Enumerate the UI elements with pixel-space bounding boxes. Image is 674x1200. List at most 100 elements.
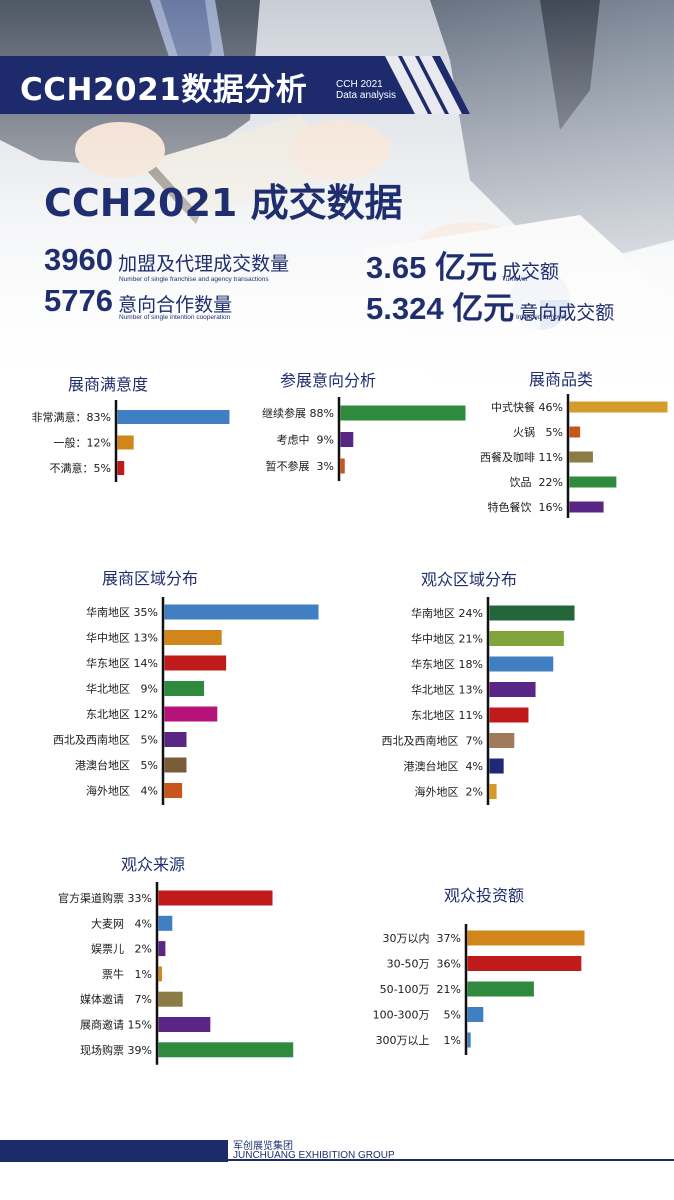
chart-bar xyxy=(467,1007,484,1022)
chart-category-label: 西北及西南地区 5% xyxy=(53,734,158,747)
chart-category-label: 媒体邀请 7% xyxy=(80,992,152,1006)
chart-bar xyxy=(158,1042,294,1058)
chart-bar xyxy=(489,631,564,646)
footer-bar xyxy=(0,1140,228,1162)
chart-bar xyxy=(164,757,187,773)
chart-category-label: 一般：12% xyxy=(54,437,111,450)
chart-category-label: 海外地区 4% xyxy=(86,784,158,798)
chart-bar xyxy=(569,451,593,463)
chart-title-satisfaction: 展商满意度 xyxy=(68,375,149,394)
stat-label: 加盟及代理成交数量 xyxy=(118,253,290,275)
chart-category-label: 100-300万 5% xyxy=(373,1009,461,1022)
chart-category-label: 东北地区 12% xyxy=(86,708,158,721)
banner-subtitle-year: CCH 2021 xyxy=(336,79,383,90)
chart-category-label: 港澳台地区 4% xyxy=(404,759,483,773)
chart-category-label: 饮品 22% xyxy=(510,476,563,489)
chart-bar xyxy=(158,1017,211,1032)
chart-category-label: 票牛 1% xyxy=(102,967,152,981)
chart-title-exhibitor-region: 展商区域分布 xyxy=(102,569,199,588)
chart-bar xyxy=(467,956,582,971)
stat-value: 5776 xyxy=(44,283,113,318)
footer-company-en: JUNCHUANG EXHIBITION GROUP xyxy=(233,1150,395,1161)
chart-visitor-region: 华南地区 24% 华中地区 21% 华东地区 18% 华北地区 13% 东北地区 11%… xyxy=(382,597,575,805)
chart-bar xyxy=(164,706,218,722)
chart-bar xyxy=(467,930,585,946)
chart-bar xyxy=(117,435,134,450)
banner-subtitle-text: Data analysis xyxy=(336,90,397,101)
chart-bar xyxy=(489,682,536,697)
banner-title: CCH2021数据分析 xyxy=(20,72,308,108)
stat-value: 3.65 亿元 xyxy=(366,250,497,285)
chart-category-label: 娱票儿 2% xyxy=(91,942,152,956)
chart-category-label: 华南地区 35% xyxy=(86,605,158,619)
chart-bar xyxy=(467,1032,471,1048)
chart-category-label: 不满意：5% xyxy=(50,461,111,475)
stat-label: 意向成交额 xyxy=(519,302,615,324)
chart-bar xyxy=(158,941,166,957)
chart-bar xyxy=(489,784,497,799)
chart-category-label: 现场购票 39% xyxy=(80,1043,152,1057)
chart-category-label: 考虑中 9% xyxy=(277,434,334,447)
chart-category-label: 暂不参展 3% xyxy=(266,459,334,473)
chart-category-label: 西餐及咖啡 11% xyxy=(480,450,563,464)
chart-visitor-source: 官方渠道购票 33% 大麦网 4% 娱票儿 2% 票牛 1% 媒体邀请 7% 展商邀请 1… xyxy=(58,882,294,1065)
chart-category-label: 30-50万 36% xyxy=(387,958,461,971)
chart-category-label: 展商邀请 15% xyxy=(80,1018,152,1032)
chart-category-label: 华南地区 24% xyxy=(411,606,483,620)
chart-bar xyxy=(340,432,354,447)
chart-category-label: 海外地区 2% xyxy=(415,785,483,799)
stat-value: 3960 xyxy=(44,242,113,277)
chart-products: 中式快餐 46% 火锅 5% 西餐及咖啡 11% 饮品 22% 特色餐饮 16% xyxy=(480,394,668,518)
chart-bar xyxy=(158,966,162,982)
chart-bar xyxy=(164,732,187,747)
chart-category-label: 华中地区 21% xyxy=(411,632,483,646)
chart-category-label: 华东地区 14% xyxy=(86,656,158,670)
stat-intended-turnover: 5.324 亿元 意向成交额 xyxy=(366,283,614,328)
chart-bar xyxy=(489,758,504,774)
chart-investment: 30万以内 37% 30-50万 36% 50-100万 21% 100-300万 5… xyxy=(373,924,585,1055)
chart-bar xyxy=(117,410,230,424)
stat-label: 成交额 xyxy=(502,261,560,283)
chart-bar xyxy=(164,783,183,798)
chart-title-products: 展商品类 xyxy=(529,370,594,389)
chart-category-label: 非常满意：83% xyxy=(32,410,111,424)
chart-bar xyxy=(164,655,227,671)
chart-category-label: 西北及西南地区 7% xyxy=(382,735,483,748)
stat-intention-count: 5776 意向合作数量 xyxy=(44,283,232,319)
chart-category-label: 30万以内 37% xyxy=(383,931,461,945)
chart-bar xyxy=(164,630,222,645)
stat-english-label: Number of single intention cooperation xyxy=(119,314,231,321)
chart-bar xyxy=(164,604,319,620)
chart-bar xyxy=(569,426,581,438)
chart-title-visitor-source: 观众来源 xyxy=(121,855,186,874)
chart-title-visitor-region: 观众区域分布 xyxy=(421,570,518,589)
chart-bar xyxy=(340,405,466,421)
chart-bar xyxy=(489,733,515,748)
chart-category-label: 大麦网 4% xyxy=(91,916,152,930)
chart-category-label: 特色餐饮 16% xyxy=(488,500,563,514)
chart-title-investment: 观众投资额 xyxy=(444,886,525,905)
page-title: CCH2021 成交数据 xyxy=(44,181,403,225)
chart-bar xyxy=(117,461,125,475)
stat-label: 意向合作数量 xyxy=(118,294,233,316)
chart-bar xyxy=(489,605,575,621)
chart-category-label: 50-100万 21% xyxy=(380,983,461,996)
chart-bar xyxy=(158,991,183,1007)
chart-category-label: 中式快餐 46% xyxy=(491,400,563,414)
title-banner xyxy=(0,56,470,114)
footer-company-cn: 军创展览集团 xyxy=(233,1141,293,1152)
chart-satisfaction: 非常满意：83% 一般：12% 不满意：5% xyxy=(32,400,230,482)
chart-category-label: 华中地区 13% xyxy=(86,631,158,645)
chart-bar xyxy=(467,981,534,997)
chart-category-label: 港澳台地区 5% xyxy=(75,758,158,772)
chart-exhibitor-region: 华南地区 35% 华中地区 13% 华东地区 14% 华北地区 9% 东北地区 12% 西… xyxy=(53,597,319,805)
chart-category-label: 华北地区 9% xyxy=(86,682,158,696)
chart-bar xyxy=(158,890,273,906)
chart-category-label: 华东地区 18% xyxy=(411,657,483,671)
chart-bar xyxy=(489,656,554,672)
stat-franchise-deals: 3960 加盟及代理成交数量 xyxy=(44,242,289,278)
chart-category-label: 继续参展 88% xyxy=(262,406,334,420)
chart-bar xyxy=(164,681,205,696)
stat-value: 5.324 亿元 xyxy=(366,291,515,326)
chart-category-label: 东北地区 11% xyxy=(411,709,483,722)
